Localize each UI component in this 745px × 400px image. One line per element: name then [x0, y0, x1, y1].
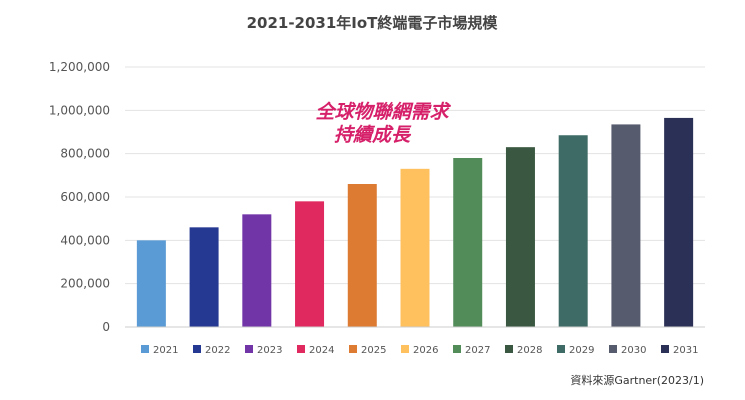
legend-swatch-2024 [297, 345, 305, 353]
bar-2030 [611, 124, 641, 328]
bar-2028 [505, 147, 535, 327]
y-axis-ticks: 0 200,000 400,000 600,000 800,000 1,000,000 1,… [49, 60, 110, 334]
legend-swatch-2031 [661, 345, 669, 353]
y-tick-label: 600,000 [60, 190, 110, 204]
legend-label: 2031 [673, 345, 698, 356]
bar-2023 [242, 214, 272, 327]
bar-2026 [400, 168, 430, 327]
legend-label: 2021 [153, 345, 178, 356]
y-tick-label: 200,000 [60, 277, 110, 291]
legend-swatch-2021 [141, 345, 149, 353]
bar-2029 [558, 135, 588, 327]
bar-2022 [189, 227, 219, 327]
bar-2027 [453, 158, 483, 327]
y-tick-label: 1,000,000 [49, 103, 110, 117]
source-note: 資料來源Gartner(2023/1) [570, 373, 704, 387]
y-tick-label: 800,000 [60, 147, 110, 161]
legend-label: 2025 [361, 345, 386, 356]
bar-2025 [347, 184, 377, 327]
legend: 2021 2022 2023 2024 2025 2026 2027 2028 2029 2030… [141, 345, 698, 356]
legend-swatch-2027 [453, 345, 461, 353]
legend-swatch-2028 [505, 345, 513, 353]
bar-2031 [664, 117, 694, 328]
legend-label: 2023 [257, 345, 282, 356]
bar-2021 [136, 240, 166, 327]
legend-label: 2029 [569, 345, 594, 356]
y-tick-label: 0 [102, 320, 110, 334]
legend-label: 2028 [517, 345, 542, 356]
legend-label: 2027 [465, 345, 490, 356]
bars [136, 117, 694, 328]
legend-label: 2030 [621, 345, 646, 356]
legend-swatch-2026 [401, 345, 409, 353]
annotation-line-1: 全球物聯網需求 [315, 101, 451, 123]
legend-label: 2022 [205, 345, 230, 356]
legend-swatch-2023 [245, 345, 253, 353]
legend-swatch-2029 [557, 345, 565, 353]
legend-swatch-2025 [349, 345, 357, 353]
legend-label: 2024 [309, 345, 334, 356]
y-tick-label: 1,200,000 [49, 60, 110, 74]
y-tick-label: 400,000 [60, 233, 110, 247]
legend-swatch-2030 [609, 345, 617, 353]
bar-2024 [295, 201, 325, 327]
annotation-line-2: 持續成長 [334, 124, 412, 146]
chart-title: 2021-2031年IoT終端電子市場規模 [247, 14, 499, 32]
legend-label: 2026 [413, 345, 438, 356]
legend-swatch-2022 [193, 345, 201, 353]
